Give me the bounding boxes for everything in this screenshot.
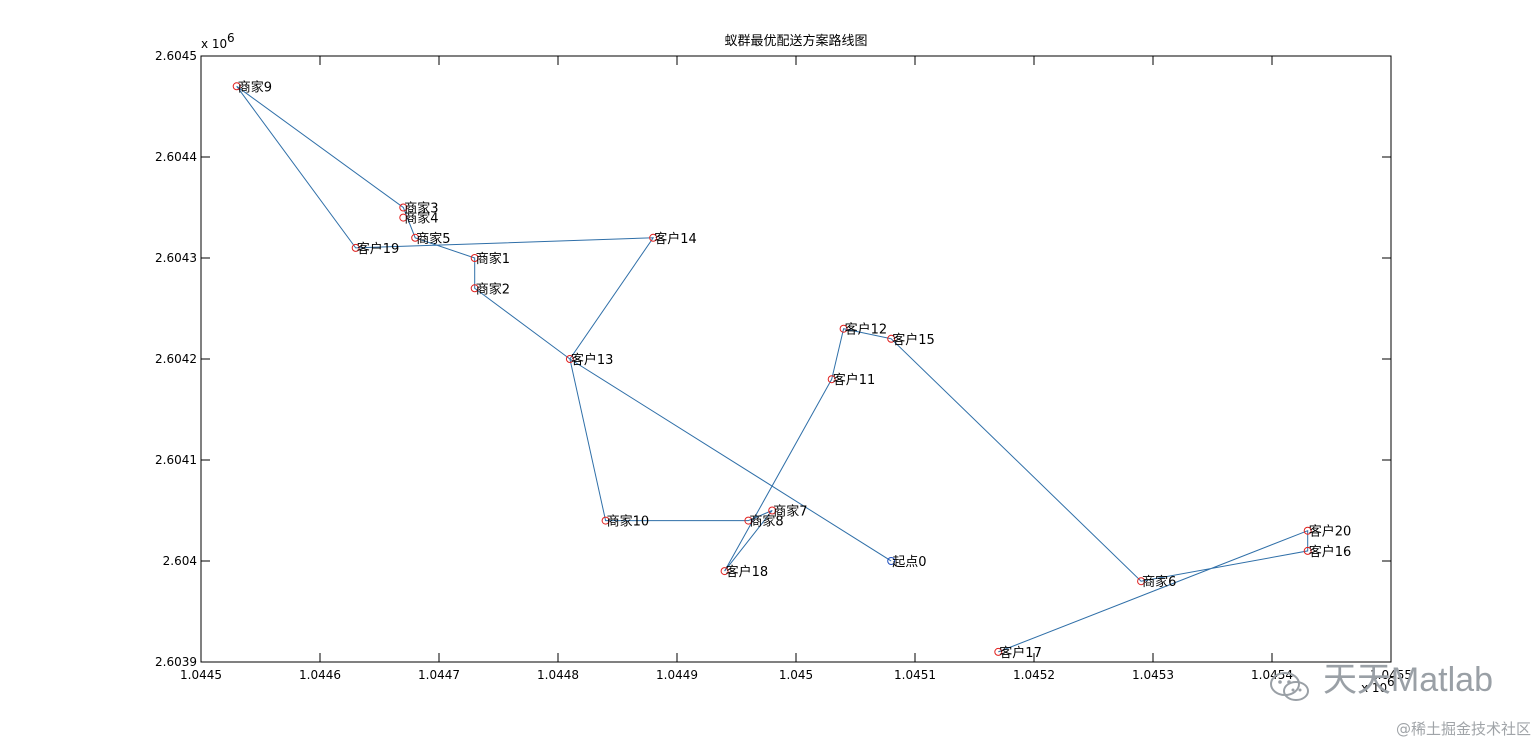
y-tick-label: 2.6044	[155, 150, 197, 164]
point-label: 商家10	[607, 514, 650, 530]
point-label: 商家5	[416, 231, 450, 247]
point-marker	[887, 334, 896, 343]
y-exponent-power: 6	[227, 31, 235, 45]
y-tick-label: 2.6045	[155, 49, 197, 63]
point-marker	[827, 375, 836, 384]
point-label: 客户17	[999, 645, 1042, 661]
point-marker	[768, 506, 777, 515]
point-marker	[720, 567, 729, 576]
route-line	[236, 85, 1309, 653]
point-marker	[351, 243, 360, 252]
watermark-sub: @稀土掘金技术社区	[1395, 720, 1531, 738]
x-tick-label: 1.0451	[894, 668, 936, 682]
point-label: 商家9	[238, 79, 272, 95]
watermark-text: 天天Matlab	[1322, 661, 1493, 699]
point-label: 商家1	[476, 251, 510, 267]
point-label: 起点0	[892, 555, 926, 570]
point-marker	[399, 213, 408, 222]
point-label: 客户13	[571, 352, 614, 368]
point-label: 商家4	[404, 211, 438, 227]
wechat-icon	[1270, 671, 1310, 701]
point-label: 商家7	[773, 504, 807, 520]
point-label: 商家6	[1142, 574, 1176, 590]
point-marker	[1303, 546, 1312, 555]
point-marker	[839, 324, 848, 333]
route-layer	[236, 85, 1309, 653]
point-marker	[1137, 577, 1146, 586]
point-label: 商家2	[476, 281, 510, 297]
x-tick-label: 1.0448	[537, 668, 579, 682]
point-marker	[470, 254, 479, 262]
point-marker	[1303, 526, 1312, 535]
point-marker	[601, 516, 610, 525]
x-tick-label: 1.0449	[656, 668, 698, 682]
point-label: 商家8	[749, 514, 783, 530]
y-tick-label: 2.6041	[155, 453, 197, 467]
point-marker	[649, 233, 658, 242]
point-label: 客户11	[833, 372, 876, 388]
chart-title: 蚁群最优配送方案路线图	[724, 33, 867, 49]
x-tick-label: 1.0452	[1013, 668, 1055, 682]
y-tick-label: 2.6043	[155, 251, 197, 265]
point-marker	[470, 284, 479, 293]
point-marker	[232, 82, 241, 91]
x-tick-label: 1.0446	[299, 668, 341, 682]
point-marker	[744, 516, 753, 525]
point-marker	[399, 203, 408, 212]
point-marker	[887, 557, 896, 565]
axis-ticks: 1.0445 1.0446 1.0447 1.0448 1.0449 1.045 1.045…	[155, 49, 1412, 682]
point-label: 客户14	[654, 231, 697, 247]
watermark: 天天Matlab	[1268, 652, 1493, 705]
y-tick-label: 2.6042	[155, 352, 197, 366]
x-exponent-power: 6	[1387, 675, 1395, 689]
point-label: 客户20	[1309, 524, 1352, 540]
x-tick-label: 1.045	[779, 668, 813, 682]
y-exponent-label: x 10	[201, 37, 227, 51]
point-label: 客户19	[357, 241, 400, 257]
x-tick-label: 1.0447	[418, 668, 460, 682]
marker-layer	[232, 82, 1312, 656]
point-marker	[994, 647, 1003, 656]
y-tick-label: 2.6039	[155, 655, 197, 669]
x-tick-label: 1.0454	[1251, 668, 1293, 682]
x-tick-label: 1.0455	[1370, 668, 1412, 682]
exponent-labels: x 10 6x 10 6	[201, 31, 1395, 695]
point-label: 客户16	[1309, 544, 1352, 560]
point-label: 客户18	[726, 564, 769, 580]
point-label: 客户12	[845, 322, 888, 338]
point-label: 客户15	[892, 332, 935, 348]
point-marker	[411, 233, 420, 242]
point-marker	[565, 355, 574, 363]
x-tick-label: 1.0445	[180, 668, 222, 682]
x-tick-label: 1.0453	[1132, 668, 1174, 682]
x-exponent-label: x 10	[1361, 681, 1387, 695]
plot-frame	[200, 55, 1392, 663]
point-label: 商家3	[404, 201, 438, 217]
axes-box	[200, 55, 1392, 663]
y-tick-label: 2.604	[163, 554, 197, 568]
